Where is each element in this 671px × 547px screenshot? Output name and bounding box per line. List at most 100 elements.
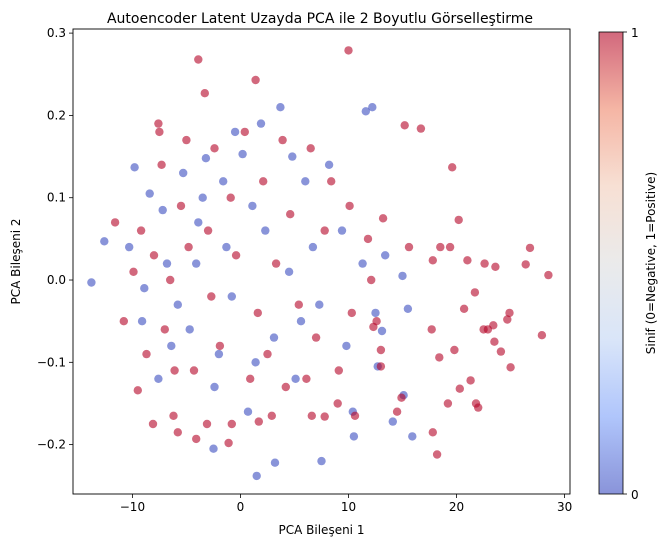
- scatter-point-class-0: [288, 152, 297, 161]
- scatter-point-class-1: [445, 242, 455, 252]
- scatter-point-class-1: [173, 428, 182, 437]
- scatter-point-class-1: [333, 399, 342, 408]
- scatter-point-class-1: [400, 121, 409, 130]
- x-tick-label: 30: [557, 500, 572, 514]
- scatter-point-class-1: [215, 341, 225, 351]
- y-tick-label: −0.2: [37, 438, 66, 452]
- scatter-point-class-1: [133, 386, 142, 395]
- scatter-point-class-1: [506, 363, 515, 372]
- scatter-point-class-1: [311, 333, 321, 342]
- scatter-point-class-0: [201, 154, 211, 163]
- y-tick-label: 0.1: [47, 191, 66, 205]
- scatter-point-class-1: [454, 215, 463, 225]
- colorbar-label: Sinif (0=Negative, 1=Positive): [644, 172, 658, 354]
- scatter-point-class-0: [408, 432, 417, 441]
- x-axis-ticks: −10 0 10 20 30: [120, 494, 572, 514]
- chart-title: Autoencoder Latent Uzayda PCA ile 2 Boyu…: [107, 11, 533, 27]
- scatter-point-class-0: [324, 160, 334, 169]
- scatter-point-class-1: [474, 403, 483, 412]
- scatter-point-class-1: [259, 177, 268, 186]
- scatter-point-class-1: [470, 288, 480, 297]
- plot-frame: [72, 28, 571, 495]
- scatter-point-class-1: [350, 411, 360, 420]
- y-axis-ticks: −0.2 −0.1 0.0 0.1 0.2 0.3: [37, 26, 73, 452]
- scatter-point-class-0: [256, 119, 266, 128]
- scatter-points: [87, 46, 553, 481]
- scatter-point-class-0: [337, 226, 347, 235]
- scatter-point-class-1: [463, 256, 472, 265]
- scatter-point-class-0: [185, 325, 194, 334]
- colorbar-frame: [598, 31, 624, 495]
- scatter-point-class-1: [427, 325, 436, 334]
- scatter-point-class-0: [269, 333, 279, 342]
- scatter-point-class-0: [209, 444, 218, 453]
- scatter-point-class-1: [203, 226, 213, 235]
- scatter-point-class-1: [525, 243, 535, 253]
- x-tick-label: 20: [449, 500, 464, 514]
- colorbar-tick-label-0: 0: [631, 488, 639, 502]
- scatter-point-class-1: [483, 325, 493, 334]
- scatter-point-class-1: [496, 347, 506, 356]
- scatter-point-class-0: [251, 358, 260, 367]
- scatter-point-class-0: [162, 259, 172, 268]
- scatter-point-class-0: [361, 107, 370, 116]
- scatter-point-class-1: [443, 399, 453, 408]
- scatter-point-class-1: [166, 275, 175, 285]
- scatter-point-class-1: [320, 226, 329, 235]
- scatter-point-class-1: [392, 407, 402, 416]
- scatter-point-class-1: [376, 362, 386, 371]
- scatter-point-class-1: [246, 374, 255, 383]
- scatter-point-class-1: [435, 353, 444, 362]
- scatter-point-class-1: [503, 315, 512, 324]
- scatter-point-class-1: [227, 419, 236, 429]
- scatter-point-class-0: [315, 300, 324, 309]
- scatter-point-class-0: [227, 292, 236, 301]
- scatter-point-class-0: [388, 417, 397, 426]
- scatter-point-class-0: [371, 308, 380, 318]
- scatter-point-class-1: [376, 345, 386, 355]
- scatter-point-class-1: [254, 417, 263, 426]
- scatter-point-class-1: [428, 428, 437, 437]
- scatter-point-class-0: [276, 103, 285, 112]
- scatter-point-class-1: [466, 376, 475, 385]
- scatter-point-class-0: [198, 193, 207, 202]
- scatter-point-class-0: [252, 471, 261, 481]
- scatter-point-class-0: [291, 374, 300, 383]
- scatter-point-class-1: [224, 438, 233, 448]
- scatter-point-class-1: [521, 260, 530, 269]
- scatter-point-class-1: [334, 366, 343, 375]
- scatter-point-class-0: [125, 242, 134, 252]
- scatter-point-class-0: [317, 456, 326, 466]
- scatter-point-class-1: [157, 160, 166, 169]
- scatter-point-class-1: [253, 308, 262, 318]
- scatter-point-class-1: [240, 127, 249, 137]
- scatter-point-class-0: [349, 432, 359, 441]
- scatter-point-class-1: [231, 251, 241, 260]
- scatter-point-class-0: [167, 341, 176, 351]
- y-tick-label: 0.3: [47, 26, 66, 40]
- scatter-point-class-1: [176, 201, 186, 211]
- scatter-point-class-0: [301, 177, 310, 186]
- scatter-point-class-0: [140, 284, 149, 293]
- scatter-point-class-1: [182, 135, 191, 145]
- colorbar-gradient: [599, 32, 623, 494]
- scatter-point-class-1: [278, 135, 287, 145]
- scatter-point-class-1: [345, 201, 354, 211]
- scatter-point-class-1: [436, 242, 445, 252]
- scatter-point-class-0: [243, 407, 253, 416]
- scatter-point-class-0: [145, 189, 154, 198]
- scatter-point-class-1: [428, 256, 437, 265]
- scatter-point-class-1: [267, 411, 276, 420]
- x-tick-label: −10: [120, 500, 145, 514]
- scatter-point-class-1: [184, 242, 193, 252]
- scatter-point-class-1: [207, 292, 216, 301]
- scatter-point-class-1: [404, 242, 414, 252]
- scatter-point-class-0: [130, 163, 139, 172]
- x-tick-label: 0: [237, 500, 245, 514]
- scatter-point-class-1: [160, 325, 169, 334]
- scatter-point-class-1: [202, 419, 212, 429]
- scatter-point-class-1: [170, 366, 179, 375]
- scatter-point-class-1: [397, 393, 406, 402]
- scatter-point-class-0: [238, 149, 247, 159]
